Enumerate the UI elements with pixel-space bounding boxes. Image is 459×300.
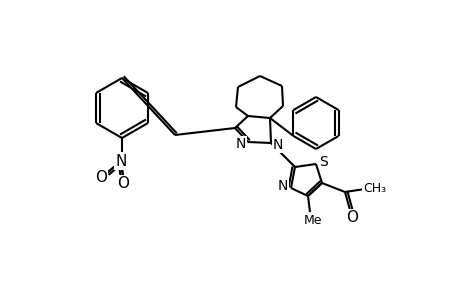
Text: S: S	[319, 155, 328, 169]
Text: N: N	[115, 154, 126, 169]
Text: N: N	[235, 137, 246, 151]
Text: CH₃: CH₃	[363, 182, 386, 194]
Text: Me: Me	[303, 214, 322, 227]
Text: N: N	[272, 138, 283, 152]
Text: O: O	[345, 211, 357, 226]
Text: N: N	[277, 179, 287, 193]
Text: O: O	[95, 170, 107, 185]
Text: O: O	[117, 176, 129, 191]
